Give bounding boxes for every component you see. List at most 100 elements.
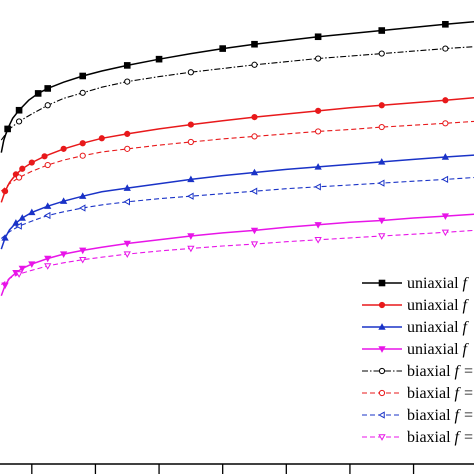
data-point (15, 222, 22, 230)
data-point (15, 118, 23, 125)
series-1 (0, 45, 474, 141)
legend-entry: uniaxial f (362, 319, 470, 336)
data-point (79, 140, 86, 147)
legend-marker (378, 389, 386, 397)
data-point (28, 261, 36, 268)
data-point (187, 233, 195, 240)
data-point (315, 128, 322, 135)
data-point (155, 55, 163, 63)
data-point (441, 229, 450, 237)
data-point (378, 217, 386, 225)
data-point (44, 85, 52, 92)
legend-marker (378, 367, 386, 375)
data-point (187, 69, 194, 76)
data-point (124, 130, 131, 138)
series-0 (0, 20, 474, 153)
data-point (79, 256, 87, 264)
data-point (59, 197, 68, 204)
data-point (123, 198, 130, 206)
legend-entry: uniaxial f (362, 297, 470, 314)
data-point (219, 45, 226, 52)
data-point (1, 282, 9, 290)
data-point (314, 163, 322, 170)
data-point (441, 175, 449, 184)
data-point (251, 61, 258, 68)
data-point (28, 159, 35, 166)
data-point (123, 184, 131, 191)
legend-marker (378, 411, 385, 419)
data-point (314, 183, 321, 191)
data-point (123, 62, 131, 69)
data-point (442, 20, 449, 28)
data-point (251, 40, 258, 48)
data-point (251, 133, 258, 140)
legend-label: biaxial f = (407, 429, 474, 446)
data-point (378, 123, 385, 131)
data-point (123, 251, 131, 258)
legend-entry: biaxial f = (362, 363, 474, 380)
data-point (442, 97, 449, 104)
data-point (314, 33, 322, 41)
legend-label: uniaxial f (407, 319, 470, 336)
series-7 (0, 229, 474, 286)
data-point (314, 222, 322, 229)
data-point (79, 72, 87, 80)
data-point (315, 55, 322, 62)
data-point (250, 241, 259, 248)
data-point (442, 120, 449, 127)
data-point (251, 113, 258, 121)
data-point (250, 168, 259, 176)
data-point (314, 237, 322, 244)
series-4 (0, 153, 474, 250)
data-point (250, 187, 258, 195)
data-point (41, 153, 48, 160)
data-point (28, 208, 36, 216)
data-point (124, 145, 131, 152)
series-line (0, 120, 474, 192)
data-point (44, 255, 52, 263)
data-point (378, 50, 385, 57)
data-point (79, 152, 86, 159)
legend-label: uniaxial f (407, 297, 470, 314)
data-point (78, 204, 86, 212)
series-5 (0, 175, 474, 239)
legend-marker (378, 434, 386, 441)
data-point (124, 78, 131, 85)
legend-entry: uniaxial f (362, 275, 470, 292)
data-point (44, 161, 51, 169)
data-point (79, 192, 87, 199)
data-point (44, 202, 52, 209)
data-point (377, 179, 385, 187)
series-layer (0, 20, 474, 297)
data-point (187, 192, 194, 200)
data-point (98, 135, 105, 142)
data-point (250, 227, 259, 235)
data-point (18, 265, 26, 273)
legend-entry: biaxial f = (362, 385, 474, 402)
data-point (123, 240, 131, 248)
x-axis (0, 463, 474, 474)
legend: uniaxial f uniaxial f uniaxial f uniaxial f… (362, 275, 474, 446)
data-point (1, 234, 9, 241)
series-line (0, 229, 474, 286)
data-point (15, 106, 23, 114)
data-point (15, 174, 23, 181)
legend-entry: biaxial f = (362, 407, 474, 424)
legend-label: uniaxial f (407, 275, 470, 292)
legend-marker (378, 346, 386, 353)
data-point (441, 213, 450, 220)
data-point (442, 45, 449, 52)
data-point (44, 263, 52, 270)
data-point (187, 175, 195, 183)
series-line (0, 46, 474, 141)
legend-entry: uniaxial f (362, 341, 470, 358)
data-point (187, 121, 194, 128)
legend-label: biaxial f = (407, 385, 474, 402)
legend-label: uniaxial f (407, 341, 470, 358)
data-point (187, 245, 195, 253)
data-point (187, 138, 194, 146)
legend-marker (378, 301, 386, 309)
data-point (44, 102, 51, 109)
